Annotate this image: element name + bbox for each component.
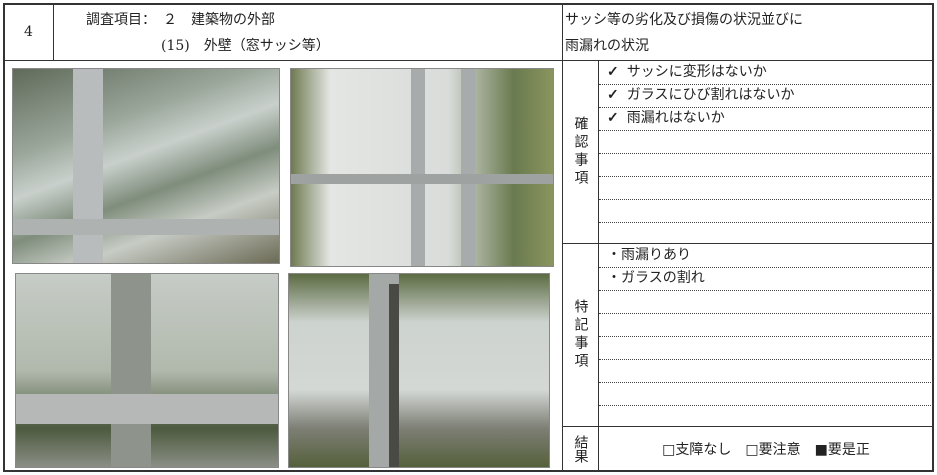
check-list: ✓ サッシに変形はないか ✓ ガラスにひび割れはないか ✓ 雨漏れはないか [598,60,934,244]
sash-frame [13,219,279,235]
sash-frame [461,69,475,266]
blank-row [599,313,933,337]
sash-frame [111,274,151,467]
blank-row [599,176,933,200]
result-option: □要注意 [745,442,801,458]
blank-row [599,153,933,177]
blank-row [599,336,933,360]
sash-frame [291,174,553,184]
result-option: ■要是正 [814,442,870,458]
photo [15,273,279,468]
item-number: 4 [3,3,54,61]
blank-row [599,290,933,314]
result-options: □支障なし □要注意 ■要是正 [598,426,934,472]
pipe [16,394,278,424]
photo [288,273,550,468]
item: 調査項目： ２ 建築物の外部 [86,12,275,28]
notes-list: ・雨漏りあり ・ガラスの割れ [598,243,934,427]
check-mark: ✓ [607,87,619,103]
sub-item: (15) 外壁（窓サッシ等） [161,38,330,54]
note-item: ・ガラスの割れ [599,267,933,291]
notes-label: 特記事項 [562,243,599,427]
description-line: サッシ等の劣化及び損傷の状況並びに [565,12,803,28]
blank-row [599,359,933,383]
blank-row [599,130,933,154]
sash-frame [389,284,399,467]
check-item: ✓ 雨漏れはないか [599,107,933,131]
blank-row [599,199,933,223]
note-item: ・雨漏りあり [599,244,933,268]
sash-frame [411,69,425,266]
result-option: □支障なし [662,442,732,458]
check-text: 雨漏れはないか [626,110,725,126]
check-mark: ✓ [607,64,619,80]
result-label: 結果 [562,426,599,472]
check-item: ✓ ガラスにひび割れはないか [599,84,933,108]
blank-row [599,382,933,406]
photo [12,68,280,264]
description-line: 雨漏れの状況 [565,38,649,54]
photo [290,68,554,267]
check-label: 確認事項 [562,60,599,244]
description: サッシ等の劣化及び損傷の状況並びに 雨漏れの状況 [562,3,934,61]
item-title: 調査項目： ２ 建築物の外部 (15) 外壁（窓サッシ等） [53,3,563,61]
check-text: ガラスにひび割れはないか [626,87,795,103]
check-text: サッシに変形はないか [626,64,767,80]
check-mark: ✓ [607,110,619,126]
check-item: ✓ サッシに変形はないか [599,61,933,85]
